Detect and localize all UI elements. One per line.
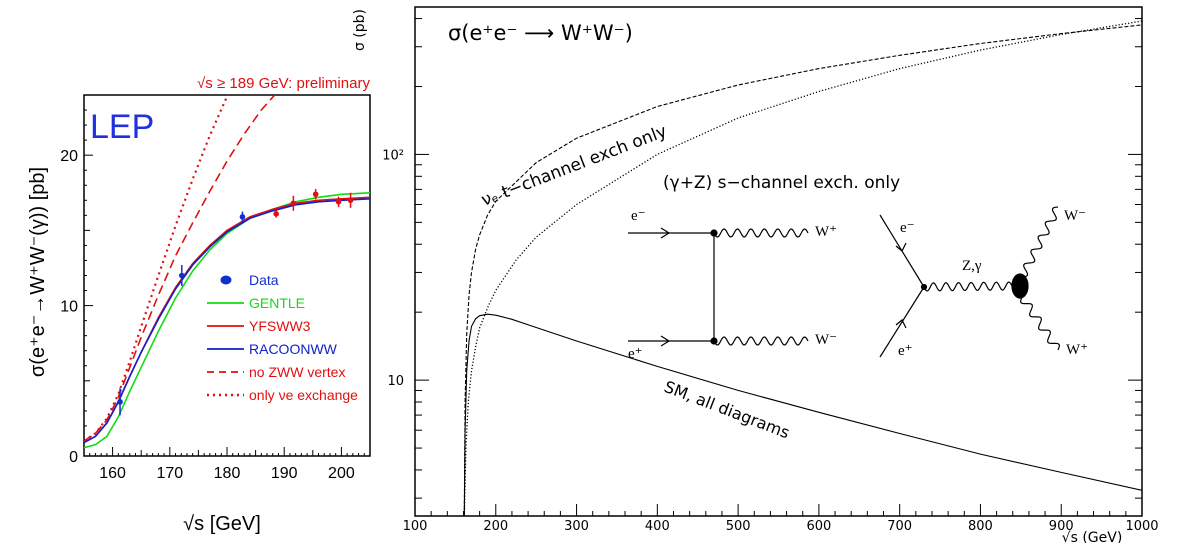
data-point bbox=[273, 211, 279, 217]
data-point bbox=[179, 272, 185, 279]
x-tick-label: 170 bbox=[156, 465, 183, 482]
right-chart-title: σ(e⁺e⁻ ⟶ W⁺W⁻) bbox=[448, 21, 633, 45]
legend-label: RACOONWW bbox=[249, 341, 338, 357]
curve-no-zww-vertex bbox=[84, 95, 276, 442]
preliminary-note: √s ≥ 189 GeV: preliminary bbox=[197, 75, 370, 92]
s-diagram-label-w-plus: W⁺ bbox=[1066, 342, 1088, 358]
left-curves bbox=[84, 95, 370, 449]
data-point bbox=[117, 399, 123, 405]
data-point bbox=[335, 198, 342, 205]
data-point bbox=[239, 214, 246, 220]
x-tick-label: 800 bbox=[968, 519, 993, 534]
x-tick-label: 190 bbox=[271, 465, 298, 482]
left-axis-ticks: 160 170 180 190 200 0 10 20 bbox=[60, 94, 371, 482]
w-plus-wavy-line bbox=[1020, 296, 1060, 351]
right-x-axis-label: √s (GeV) bbox=[1062, 530, 1123, 543]
vertex-dot bbox=[710, 337, 718, 345]
s-diagram-label-w-minus: W⁻ bbox=[1064, 208, 1086, 224]
left-data-points bbox=[117, 189, 354, 416]
vertex-dot bbox=[920, 283, 928, 291]
w-plus-wavy-line bbox=[713, 228, 809, 238]
data-point bbox=[347, 197, 354, 204]
legend-label: Data bbox=[249, 272, 279, 288]
w-minus-wavy-line bbox=[1021, 206, 1059, 278]
right-plot-frame bbox=[414, 6, 1143, 517]
t-diagram-label-e-plus: e⁺ bbox=[628, 346, 643, 362]
x-tick-label: 900 bbox=[1049, 519, 1074, 534]
curve-only-e-exchange bbox=[84, 95, 230, 442]
legend-marker-dot bbox=[220, 275, 232, 285]
curve-solid bbox=[463, 313, 1142, 516]
legend-label: YFSWW3 bbox=[249, 318, 311, 334]
s-channel-feynman-diagram bbox=[879, 206, 1060, 358]
right-curves bbox=[463, 20, 1142, 516]
legend-label: only νe exchange bbox=[249, 387, 358, 403]
annotation-s-channel: (γ+Z) s−channel exch. only bbox=[663, 173, 900, 193]
experiment-label: LEP bbox=[90, 108, 154, 146]
x-tick-label: 700 bbox=[887, 519, 912, 534]
data-point bbox=[290, 200, 297, 207]
x-tick-label: 160 bbox=[99, 465, 126, 482]
ww-vertex-blob bbox=[1011, 273, 1029, 299]
left-legend: Data GENTLE YFSWW3 RACOONWW no ZWW vertex onl… bbox=[207, 272, 358, 403]
x-tick-label: 400 bbox=[645, 519, 670, 534]
t-channel-feynman-diagram bbox=[628, 227, 809, 347]
right-chart-panel: 100 200 300 400 500 600 700 800 900 1000 10 10² σ(e… bbox=[352, 6, 1159, 543]
positron-arrow-icon bbox=[660, 335, 671, 347]
right-y-axis-label: σ (pb) bbox=[352, 9, 368, 51]
s-diagram-label-e-plus: e⁺ bbox=[898, 343, 913, 359]
right-axis-ticks: 100 200 300 400 500 600 700 800 900 1000 10 10² bbox=[382, 18, 1159, 534]
x-tick-label: 1000 bbox=[1125, 519, 1158, 534]
vertex-dot bbox=[710, 229, 718, 237]
left-chart-panel: 160 170 180 190 200 0 10 20 Data GENTLE YFSWW3 RAC… bbox=[27, 75, 371, 535]
electron-arrow-icon bbox=[660, 227, 671, 239]
x-tick-label: 100 bbox=[403, 519, 428, 534]
y-tick-label: 10 bbox=[387, 374, 404, 389]
annotation-t-channel: νₑ t−channel exch only bbox=[479, 121, 670, 210]
y-tick-label: 0 bbox=[69, 449, 78, 466]
t-diagram-label-e-minus: e⁻ bbox=[631, 208, 646, 224]
y-tick-label: 10² bbox=[382, 148, 404, 163]
electron-arrow-icon bbox=[895, 242, 907, 252]
boson-propagator-wavy-line bbox=[923, 281, 1013, 292]
w-minus-wavy-line bbox=[713, 336, 809, 346]
left-y-axis-label: σ(e⁺e⁻→W⁺W⁻(γ)) [pb] bbox=[27, 167, 49, 377]
x-tick-label: 200 bbox=[328, 465, 355, 482]
x-tick-label: 600 bbox=[806, 519, 831, 534]
s-diagram-label-boson: Z,γ bbox=[962, 258, 982, 274]
y-tick-label: 20 bbox=[60, 148, 78, 165]
data-point bbox=[312, 191, 319, 198]
left-x-axis-label: √s [GeV] bbox=[183, 513, 261, 535]
t-diagram-label-w-plus: W⁺ bbox=[815, 224, 837, 240]
curve-dashed bbox=[463, 24, 1142, 516]
legend-label: no ZWW vertex bbox=[249, 364, 345, 380]
s-diagram-label-e-minus: e⁻ bbox=[900, 220, 915, 236]
curve-gentle bbox=[84, 192, 370, 449]
legend-label: GENTLE bbox=[249, 295, 305, 311]
curve-racoonww bbox=[84, 198, 370, 444]
curve-dotted bbox=[463, 20, 1142, 516]
x-tick-label: 300 bbox=[564, 519, 589, 534]
x-tick-label: 500 bbox=[726, 519, 751, 534]
positron-arrow-icon bbox=[895, 319, 907, 329]
t-diagram-label-w-minus: W⁻ bbox=[815, 332, 837, 348]
y-tick-label: 10 bbox=[60, 299, 78, 316]
x-tick-label: 200 bbox=[483, 519, 508, 534]
positron-line bbox=[879, 286, 925, 358]
x-tick-label: 180 bbox=[214, 465, 241, 482]
